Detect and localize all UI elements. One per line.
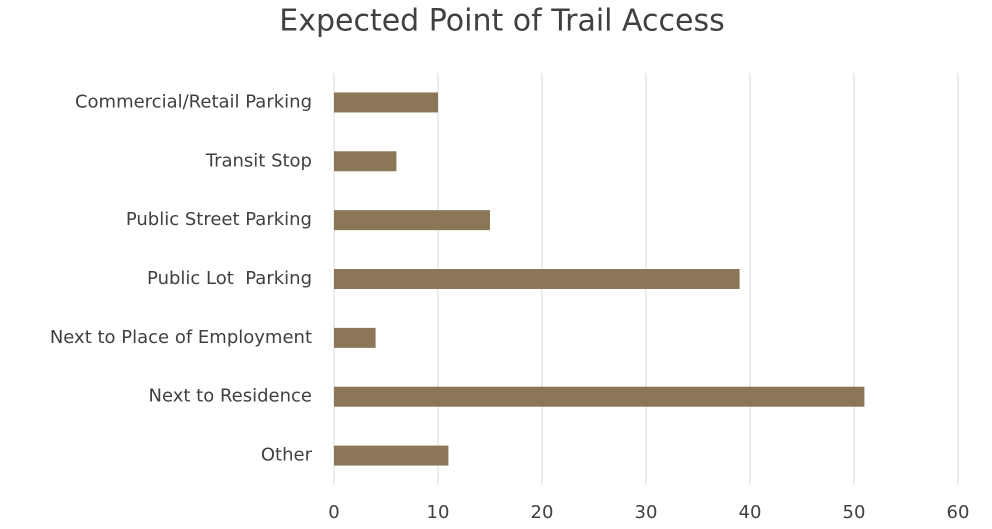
bar	[334, 92, 438, 113]
x-tick-label: 30	[635, 502, 658, 523]
y-tick-label: Public Street Parking	[126, 209, 312, 230]
x-tick-label: 10	[427, 502, 450, 523]
x-tick-label: 0	[328, 502, 339, 523]
y-tick-label: Other	[261, 445, 313, 466]
y-tick-label: Next to Residence	[149, 386, 312, 407]
bar	[334, 445, 449, 466]
y-tick-label: Transit Stop	[205, 150, 312, 171]
bar	[334, 151, 397, 172]
y-tick-label: Commercial/Retail Parking	[75, 91, 312, 112]
bar	[334, 386, 865, 407]
y-tick-label: Next to Place of Employment	[50, 327, 312, 348]
x-tick-label: 50	[843, 502, 866, 523]
x-tick-label: 20	[531, 502, 554, 523]
x-tick-label: 60	[947, 502, 970, 523]
chart-title: Expected Point of Trail Access	[279, 4, 725, 39]
x-tick-label: 40	[739, 502, 762, 523]
bar	[334, 327, 376, 348]
bar	[334, 210, 490, 231]
y-tick-label: Public Lot Parking	[147, 268, 312, 289]
bar	[334, 269, 740, 289]
